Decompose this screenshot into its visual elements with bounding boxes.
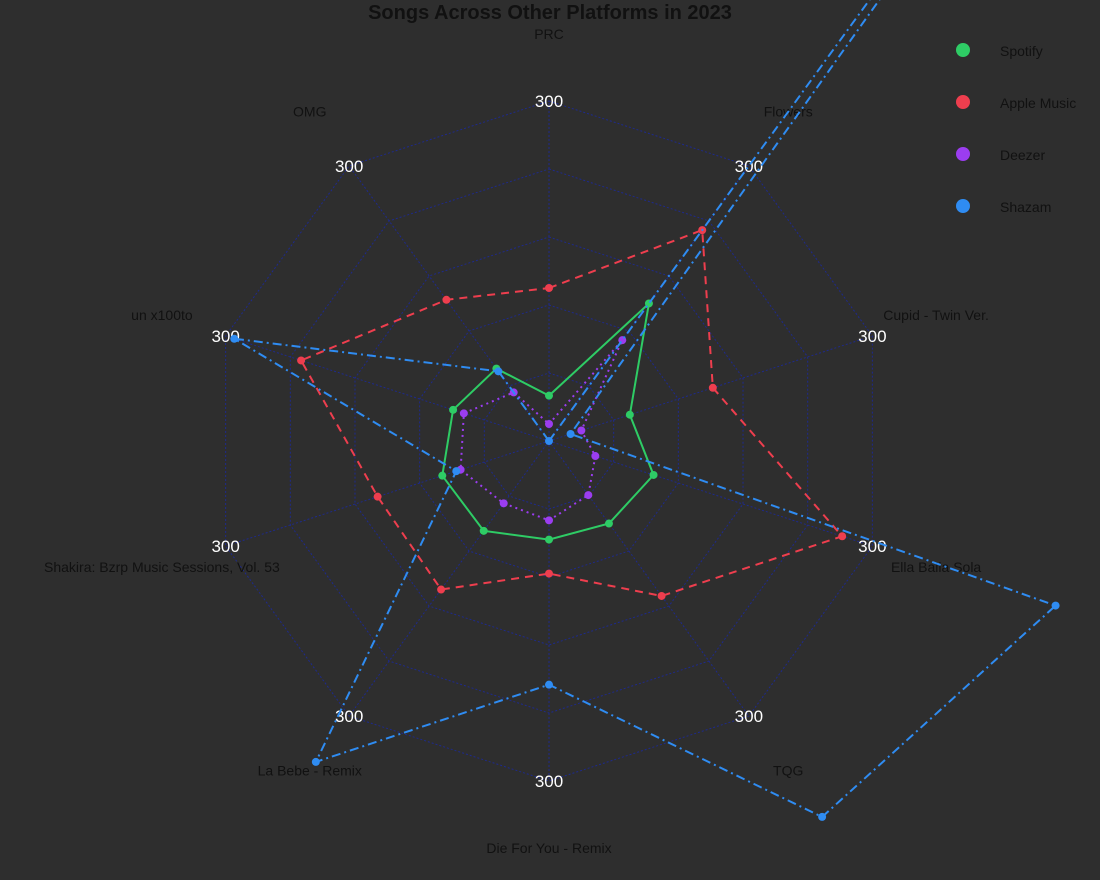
legend-label: Shazam bbox=[1000, 199, 1052, 215]
series-layer bbox=[230, 0, 1060, 821]
data-point bbox=[1051, 601, 1060, 610]
legend-label: Apple Music bbox=[1000, 95, 1077, 111]
data-point bbox=[577, 426, 586, 435]
axis-label-4: Ella Baila Sola bbox=[891, 559, 981, 575]
tick-label-10: 300 bbox=[335, 157, 363, 176]
legend-marker bbox=[956, 43, 970, 57]
data-point bbox=[591, 452, 600, 461]
tick-label-2: 300 bbox=[735, 157, 763, 176]
spoke-7 bbox=[348, 440, 550, 717]
data-point bbox=[818, 812, 827, 821]
series-deezer bbox=[456, 336, 627, 525]
data-point bbox=[494, 367, 503, 376]
tick-label-4: 300 bbox=[858, 537, 886, 556]
data-point bbox=[452, 467, 461, 476]
tick-label-3: 300 bbox=[858, 327, 886, 346]
spoke-4 bbox=[548, 440, 873, 547]
data-point bbox=[545, 569, 553, 578]
data-point bbox=[545, 680, 553, 689]
data-point bbox=[545, 420, 553, 428]
tick-label-8: 300 bbox=[211, 537, 239, 556]
data-point bbox=[545, 516, 553, 525]
data-point bbox=[449, 405, 458, 414]
data-point bbox=[584, 491, 593, 500]
series-shazam bbox=[230, 0, 1060, 821]
legend-marker bbox=[956, 95, 970, 109]
data-point bbox=[545, 284, 553, 292]
data-point bbox=[311, 757, 320, 766]
data-point bbox=[708, 383, 717, 392]
data-point bbox=[437, 585, 446, 594]
data-point bbox=[297, 356, 306, 365]
data-point bbox=[838, 532, 847, 541]
spoke-10 bbox=[348, 165, 550, 442]
tick-label-1: 300 bbox=[535, 92, 563, 111]
data-point bbox=[479, 526, 488, 535]
data-point bbox=[545, 391, 553, 400]
series-apple-music bbox=[297, 226, 847, 600]
chart-title: Songs Across Other Platforms in 2023 bbox=[368, 2, 732, 24]
legend-label: Spotify bbox=[1000, 43, 1043, 59]
data-point bbox=[438, 471, 447, 480]
tick-label-6: 300 bbox=[535, 772, 563, 791]
axis-label-6: Die For You - Remix bbox=[486, 840, 611, 856]
data-point bbox=[657, 591, 666, 600]
spoke-8 bbox=[225, 440, 550, 547]
data-point bbox=[230, 334, 239, 343]
tick-label-5: 300 bbox=[735, 707, 763, 726]
axis-label-3: Cupid - Twin Ver. bbox=[883, 307, 989, 323]
data-point bbox=[442, 295, 451, 304]
series-line bbox=[299, 228, 844, 597]
spoke-9 bbox=[225, 335, 550, 442]
data-point bbox=[649, 470, 658, 479]
axis-label-1: PRC bbox=[534, 26, 564, 42]
axis-label-8: Shakira: Bzrp Music Sessions, Vol. 53 bbox=[44, 559, 280, 575]
spoke-5 bbox=[548, 440, 750, 717]
legend-marker bbox=[956, 199, 970, 213]
data-point bbox=[459, 409, 468, 418]
tick-label-7: 300 bbox=[335, 707, 363, 726]
axis-label-5: TQG bbox=[773, 762, 803, 778]
series-spotify bbox=[438, 299, 658, 544]
series-line bbox=[233, 0, 1058, 819]
data-point bbox=[373, 492, 382, 501]
axis-label-7: La Bebe - Remix bbox=[258, 762, 362, 778]
data-point bbox=[566, 429, 575, 438]
legend-label: Deezer bbox=[1000, 147, 1046, 163]
data-point bbox=[545, 535, 553, 544]
data-point bbox=[625, 410, 634, 419]
data-point bbox=[499, 499, 508, 508]
data-point bbox=[604, 519, 613, 528]
axis-label-10: OMG bbox=[293, 104, 326, 120]
legend-marker bbox=[956, 147, 970, 161]
axis-label-9: un x100to bbox=[131, 307, 193, 323]
data-point bbox=[545, 437, 553, 445]
